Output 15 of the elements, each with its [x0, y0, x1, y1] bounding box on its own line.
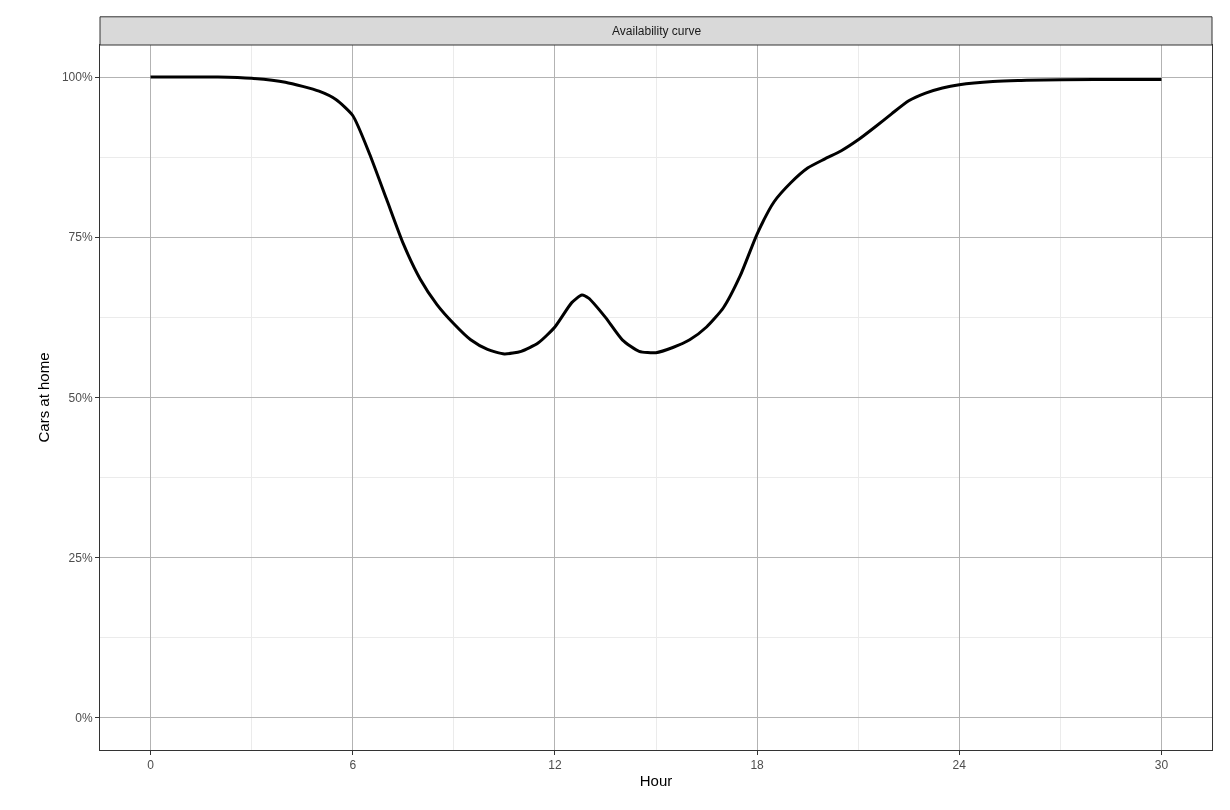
x-tick-label: 12	[548, 758, 562, 773]
line-series	[149, 75, 1163, 356]
y-tick-label: 75%	[68, 230, 93, 245]
chart-title: Availability curve	[612, 24, 702, 38]
x-axis-title: Hour	[639, 772, 673, 790]
y-tick-label: 0%	[75, 711, 93, 726]
x-tick-label: 0	[147, 758, 155, 773]
y-axis-title: Cars at home	[35, 352, 53, 443]
x-tick-label: 18	[750, 758, 765, 773]
x-tick-label: 30	[1154, 758, 1169, 773]
y-tick-label: 50%	[68, 390, 93, 405]
x-tick-label: 6	[349, 758, 357, 773]
y-tick-label: 100%	[61, 70, 93, 85]
y-tick-label: 25%	[68, 550, 93, 565]
x-tick-label: 24	[952, 758, 967, 773]
